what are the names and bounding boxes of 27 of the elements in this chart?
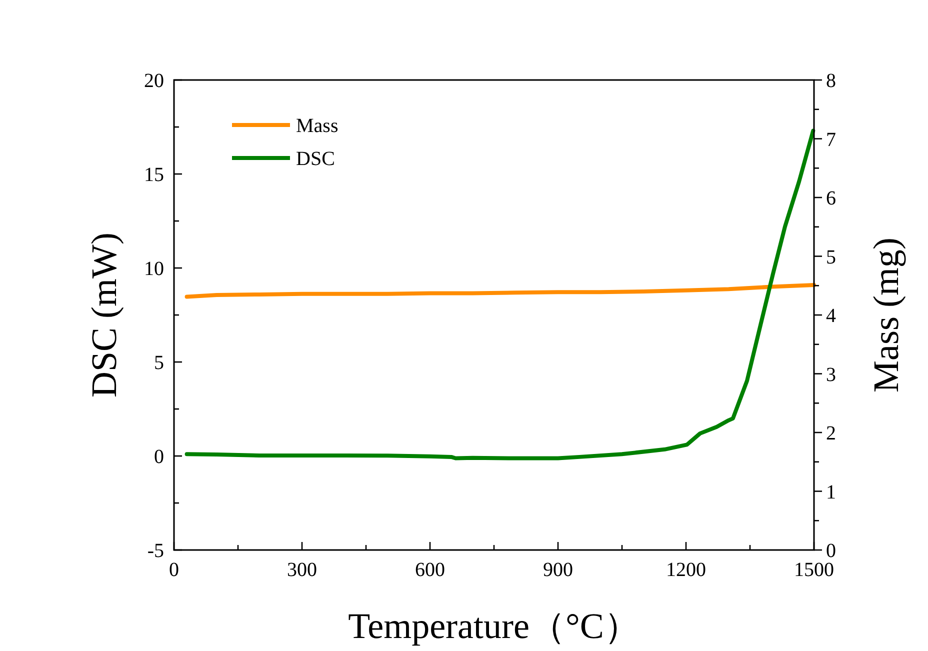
y-tick-label: 15 [144, 164, 164, 186]
y-tick-label: 10 [144, 258, 164, 280]
x-tick-label: 1500 [794, 559, 834, 581]
y2-tick-label: 6 [826, 188, 836, 210]
legend-label: DSC [296, 148, 335, 170]
y2-tick-label: 3 [826, 364, 836, 386]
x-axis-title: Temperature（°C） [348, 606, 640, 646]
y2-tick-label: 7 [826, 128, 836, 151]
y-tick-label: 5 [154, 352, 164, 374]
y-tick-label: 0 [154, 446, 164, 468]
y2-tick-label: 4 [826, 305, 836, 327]
y-axis-title: DSC (mW) [84, 232, 124, 398]
x-tick-label: 900 [543, 559, 573, 581]
y2-tick-label: 5 [826, 246, 836, 268]
x-tick-label: 600 [415, 559, 445, 581]
y-tick-label: -5 [147, 540, 164, 562]
x-tick-label: 0 [169, 559, 179, 581]
x-tick-label: 300 [287, 559, 317, 581]
y2-tick-label: 8 [826, 70, 836, 92]
y2-tick-label: 0 [826, 540, 836, 562]
y2-tick-label: 2 [826, 422, 836, 444]
line-series [184, 283, 816, 299]
y2-axis-title: Mass (mg) [866, 238, 906, 392]
y2-tick-label: 1 [826, 481, 836, 504]
x-tick-label: 1200 [666, 559, 706, 581]
legend-label: Mass [296, 115, 338, 137]
y-tick-label: 20 [144, 70, 164, 92]
